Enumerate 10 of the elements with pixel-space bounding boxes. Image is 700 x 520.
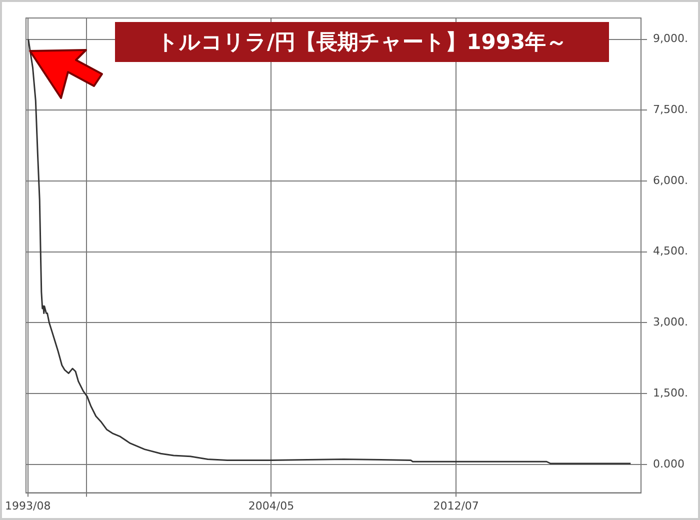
y-tick-label: 7,500. — [653, 102, 688, 116]
x-tick-label: 2004/05 — [248, 499, 294, 512]
y-tick-label: 3,000. — [653, 316, 688, 329]
y-tick-label: 4,500. — [653, 244, 688, 258]
y-tick-label: 9,000. — [653, 32, 688, 46]
x-tick-label: 2012/07 — [433, 499, 479, 512]
y-tick-label: 0.000 — [653, 457, 685, 470]
x-tick-label: 1993/08 — [5, 499, 51, 512]
y-tick-label: 6,000. — [653, 174, 688, 187]
y-tick-label: 1,500. — [653, 386, 688, 400]
